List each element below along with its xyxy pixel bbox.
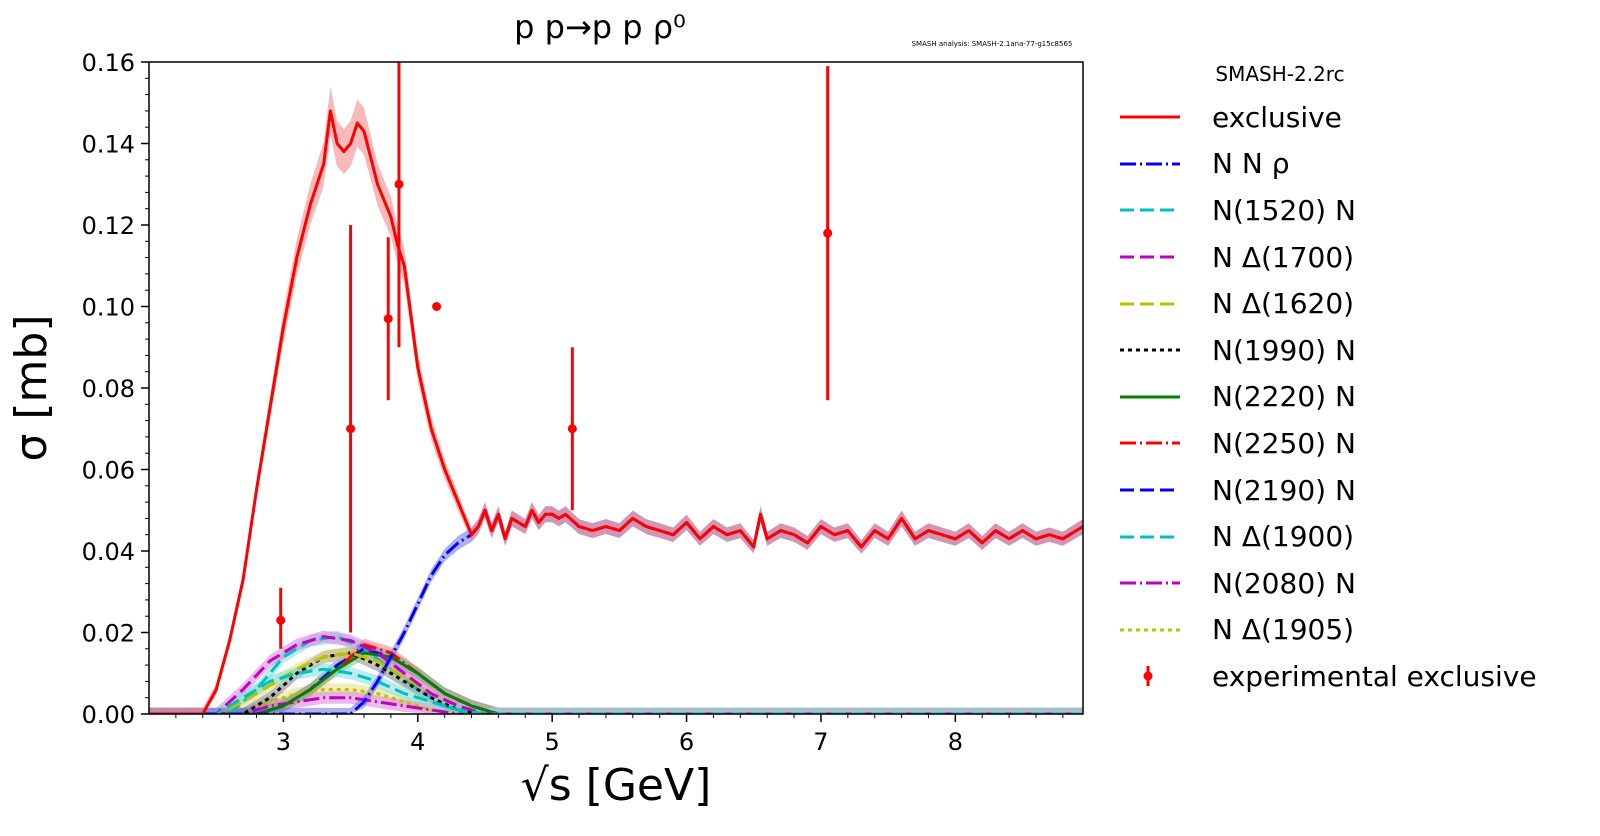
legend-item: experimental exclusive [1120,653,1590,700]
legend-item: N(2220) N [1120,374,1590,421]
legend-item: N(1520) N [1120,187,1590,234]
series-line-n-2080-n [149,696,1083,714]
band-exclusive [149,86,1083,714]
x-tick-label: 5 [545,728,560,756]
legend-item: N Δ(1700) [1120,234,1590,281]
legend-swatch [1120,255,1180,259]
y-axis-label: σ [mb] [6,315,57,462]
legend-item: N(2080) N [1120,560,1590,607]
legend-swatch [1120,162,1180,166]
chart-watermark: SMASH analysis: SMASH-2.1ana-77-g15c8565 [912,40,1073,48]
y-tick-label: 0.16 [82,49,135,77]
x-tick-label: 7 [813,728,828,756]
exp-point-6 [823,228,833,238]
legend-label: N Δ(1620) [1212,287,1355,321]
legend-label: N(1990) N [1212,333,1356,367]
exp-point-2 [383,314,393,324]
x-tick-label: 4 [410,728,425,756]
legend-label: N Δ(1905) [1212,613,1355,647]
legend-label: N(2080) N [1212,566,1356,600]
y-tick-label: 0.06 [82,457,135,485]
uncertainty-bands [149,86,1083,714]
series-line-exclusive [149,109,1083,714]
y-tick-label: 0.00 [82,701,135,729]
legend-swatch [1120,395,1180,399]
legend-item: N(2190) N [1120,467,1590,514]
legend-items: exclusive N N ρ N(1520) N N Δ(1700) N Δ(1620… [1120,94,1590,700]
y-tick-label: 0.10 [82,294,135,322]
legend-label: N(2190) N [1212,473,1356,507]
legend-swatch [1120,535,1180,539]
legend-swatch [1143,666,1153,687]
x-tick-label: 3 [276,728,291,756]
x-tick-label: 6 [679,728,694,756]
band-n-1905- [149,683,1083,714]
series-line-n-2220-n [149,651,1083,714]
band-n-1700- [149,630,1083,714]
legend-swatch [1120,628,1180,632]
exp-point-1 [346,424,356,434]
y-tick-label: 0.12 [82,212,135,240]
legend-item: N N ρ [1120,141,1590,188]
legend-label: N(2250) N [1212,426,1356,460]
y-tick-label: 0.08 [82,375,135,403]
series-line-n-1520-n [149,667,1083,714]
exp-point-4 [432,302,442,311]
x-axis-label: √s [GeV] [521,760,712,811]
legend-label: N(1520) N [1212,193,1356,227]
legend-label: N N ρ [1212,147,1290,181]
legend-item: N(2250) N [1120,420,1590,467]
legend-swatch [1120,488,1180,492]
legend-title: SMASH-2.2rc [1215,62,1345,86]
x-axis: 3 4 5 6 7 8 [175,714,1064,756]
legend-swatch [1120,115,1180,119]
exp-point-3 [394,179,404,189]
legend-label: N Δ(1700) [1212,240,1355,274]
chart-title: p p→p p ρ⁰ [514,8,686,46]
legend-label: experimental exclusive [1212,659,1537,693]
y-tick-label: 0.04 [82,538,135,566]
series-lines [149,109,1083,714]
x-tick-label: 8 [948,728,963,756]
band-n-1520-n [149,663,1083,714]
legend-swatch [1120,302,1180,306]
y-axis: 0.00 0.02 0.04 0.06 0.08 0.10 0.12 0.14 0.16 [82,49,149,729]
y-tick-label: 0.14 [82,131,135,159]
legend-item: N(1990) N [1120,327,1590,374]
legend-swatch [1120,348,1180,352]
legend-label: N(2220) N [1212,380,1356,414]
legend-swatch [1120,208,1180,212]
legend-swatch [1120,441,1180,445]
plot-frame [148,61,1084,715]
series-line-n-1700- [149,635,1083,714]
legend-item: N Δ(1905) [1120,607,1590,654]
legend-swatch [1120,581,1180,585]
legend-item: N Δ(1620) [1120,280,1590,327]
y-tick-label: 0.02 [82,620,135,648]
legend-item: exclusive [1120,94,1590,141]
legend-label: N Δ(1900) [1212,520,1355,554]
exp-point-0 [276,615,286,625]
experimental-points [276,62,833,649]
exp-point-5 [567,424,577,434]
legend-item: N Δ(1900) [1120,513,1590,560]
legend: SMASH-2.2rc exclusive N N ρ N(1520) N N Δ(1… [1120,62,1590,700]
legend-label: exclusive [1212,100,1342,134]
